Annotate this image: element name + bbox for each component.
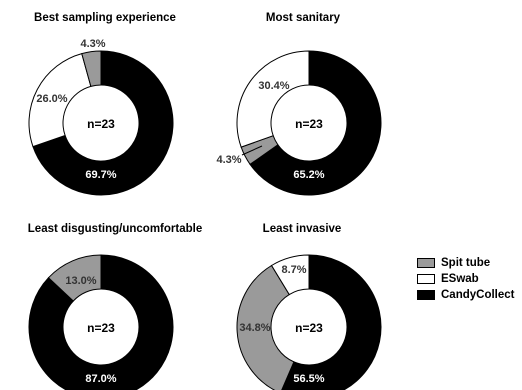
legend-label: ESwab <box>441 273 479 285</box>
donut-slice <box>249 50 382 196</box>
donut-chart: n=23 56.5% 34.8% 8.7% <box>236 254 382 390</box>
donut-slice <box>281 254 382 390</box>
slice-data-label: 56.5% <box>293 373 324 385</box>
donut-slice <box>270 254 310 296</box>
donut-chart: n=23 65.2% 4.3% 30.4% <box>216 50 382 196</box>
slice-data-label: 34.8% <box>239 322 270 334</box>
chart-title: Least invasive <box>262 223 342 235</box>
donut-slice <box>32 50 174 196</box>
chart-title: Least disgusting/uncomfortable <box>27 223 203 235</box>
legend-label: CandyCollect <box>441 289 515 301</box>
legend-label: Spit tube <box>441 257 491 269</box>
donut-slice <box>236 50 310 148</box>
center-label: n=23 <box>295 117 323 131</box>
legend-item-spit-tube: Spit tube <box>417 255 515 271</box>
donut-slice <box>28 254 174 390</box>
donut-slice <box>81 50 102 87</box>
chart-title: Most sanitary <box>265 12 341 24</box>
legend: Spit tube ESwab CandyCollect <box>417 255 515 303</box>
slice-data-label: 87.0% <box>85 373 116 385</box>
chart-title: Best sampling experience <box>34 12 176 24</box>
legend-swatch <box>417 274 435 284</box>
legend-item-candycollect: CandyCollect <box>417 287 515 303</box>
donut-slice <box>47 254 102 302</box>
slice-data-label: 4.3% <box>80 38 105 50</box>
slice-data-label: 8.7% <box>281 264 306 276</box>
slice-data-label: 65.2% <box>293 169 324 181</box>
donut-chart: n=23 69.7% 26.0% 4.3% <box>28 38 174 196</box>
legend-swatch <box>417 290 435 300</box>
slice-data-label: 30.4% <box>258 80 289 92</box>
slice-data-label: 4.3% <box>216 154 241 166</box>
legend-swatch <box>417 258 435 268</box>
donut-chart: n=23 87.0% 13.0% <box>28 254 174 390</box>
center-label: n=23 <box>87 117 115 131</box>
slice-data-label: 69.7% <box>85 169 116 181</box>
slice-data-label: 26.0% <box>36 93 67 105</box>
center-label: n=23 <box>295 321 323 335</box>
slice-data-label: 13.0% <box>65 275 96 287</box>
legend-item-eswab: ESwab <box>417 271 515 287</box>
leader-line <box>241 145 263 156</box>
center-label: n=23 <box>87 321 115 335</box>
donut-slice <box>236 264 295 390</box>
